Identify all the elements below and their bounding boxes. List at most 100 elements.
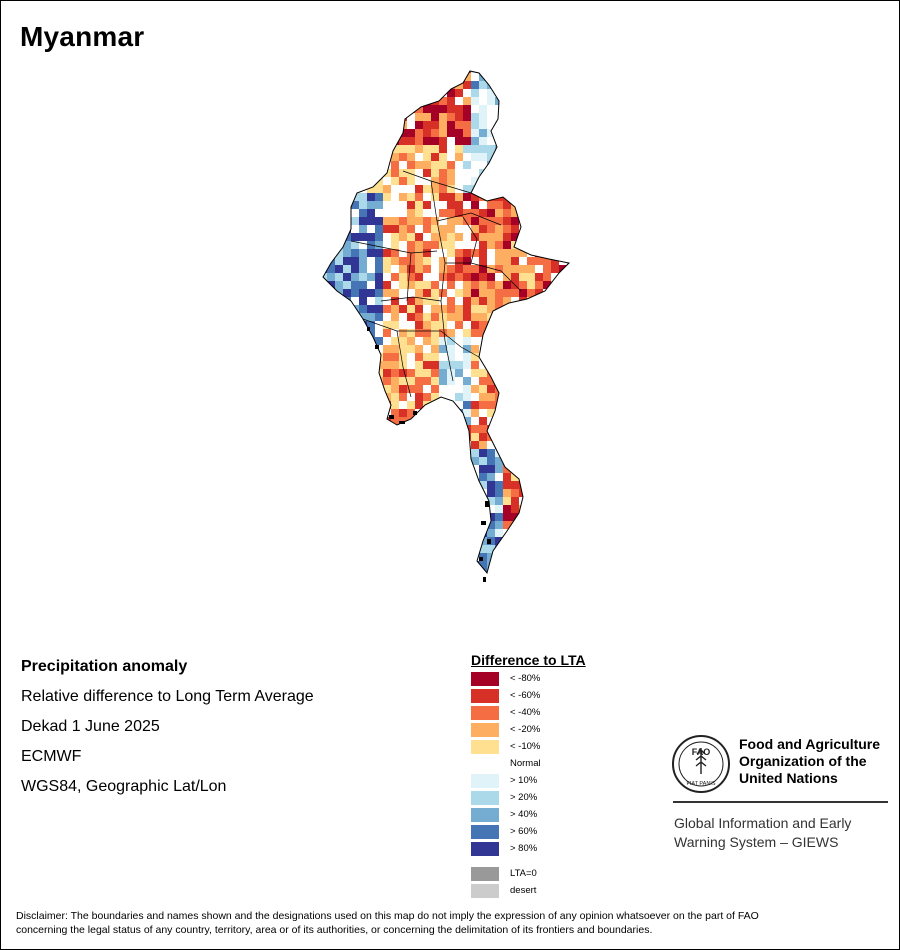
- anomaly-cell: [439, 433, 447, 441]
- anomaly-cell: [463, 201, 471, 209]
- anomaly-cell: [391, 529, 399, 537]
- anomaly-cell: [479, 233, 487, 241]
- anomaly-cell: [375, 305, 383, 313]
- anomaly-cell: [431, 177, 439, 185]
- anomaly-cell: [567, 153, 569, 161]
- anomaly-cell: [567, 401, 569, 409]
- anomaly-cell: [323, 185, 327, 193]
- anomaly-cell: [503, 297, 511, 305]
- anomaly-cell: [439, 505, 447, 513]
- anomaly-cell: [383, 457, 391, 465]
- anomaly-cell: [447, 369, 455, 377]
- anomaly-cell: [567, 337, 569, 345]
- anomaly-cell: [527, 289, 535, 297]
- anomaly-cell: [447, 433, 455, 441]
- anomaly-cell: [495, 217, 503, 225]
- anomaly-cell: [351, 201, 359, 209]
- anomaly-cell: [367, 425, 375, 433]
- anomaly-cell: [343, 537, 351, 545]
- anomaly-cell: [527, 345, 535, 353]
- anomaly-cell: [543, 217, 551, 225]
- anomaly-cell: [439, 561, 447, 569]
- anomaly-cell: [327, 497, 335, 505]
- anomaly-cell: [575, 289, 583, 297]
- legend-label: > 60%: [510, 826, 538, 837]
- anomaly-cell: [567, 345, 569, 353]
- anomaly-cell: [511, 97, 519, 105]
- anomaly-cell: [431, 409, 439, 417]
- anomaly-cell: [423, 569, 431, 573]
- anomaly-cell: [439, 97, 447, 105]
- anomaly-cell: [415, 553, 423, 561]
- anomaly-cell: [423, 129, 431, 137]
- anomaly-cell: [447, 273, 455, 281]
- anomaly-cell: [527, 369, 535, 377]
- anomaly-cell: [399, 529, 407, 537]
- anomaly-cell: [423, 369, 431, 377]
- anomaly-cell: [495, 177, 503, 185]
- anomaly-cell: [527, 505, 535, 513]
- anomaly-cell: [463, 393, 471, 401]
- anomaly-cell: [559, 561, 567, 569]
- anomaly-cell: [447, 185, 455, 193]
- anomaly-cell: [439, 185, 447, 193]
- anomaly-cell: [351, 417, 359, 425]
- anomaly-cell: [567, 505, 569, 513]
- anomaly-cell: [535, 233, 543, 241]
- anomaly-cell: [439, 369, 447, 377]
- anomaly-cell: [323, 553, 327, 561]
- anomaly-cell: [375, 73, 383, 81]
- anomaly-cell: [415, 73, 423, 81]
- anomaly-cell: [447, 505, 455, 513]
- anomaly-cell: [343, 241, 351, 249]
- anomaly-cell: [535, 561, 543, 569]
- anomaly-cell: [359, 105, 367, 113]
- anomaly-cell: [527, 433, 535, 441]
- anomaly-cell: [463, 505, 471, 513]
- anomaly-cell: [351, 337, 359, 345]
- anomaly-cell: [447, 417, 455, 425]
- anomaly-cell: [503, 361, 511, 369]
- anomaly-cell: [415, 71, 423, 73]
- anomaly-cell: [487, 121, 495, 129]
- anomaly-cell: [487, 345, 495, 353]
- anomaly-cell: [559, 441, 567, 449]
- anomaly-cell: [343, 593, 351, 601]
- anomaly-cell: [519, 193, 527, 201]
- anomaly-cell: [423, 553, 431, 561]
- anomaly-cell: [543, 353, 551, 361]
- anomaly-cell: [415, 425, 423, 433]
- anomaly-cell: [343, 489, 351, 497]
- anomaly-cell: [463, 225, 471, 233]
- anomaly-cell: [399, 513, 407, 521]
- anomaly-cell: [575, 337, 583, 345]
- anomaly-cell: [375, 561, 383, 569]
- anomaly-cell: [519, 161, 527, 169]
- anomaly-cell: [383, 89, 391, 97]
- anomaly-cell: [479, 393, 487, 401]
- anomaly-cell: [519, 329, 527, 337]
- anomaly-cell: [407, 113, 415, 121]
- anomaly-cell: [495, 457, 503, 465]
- anomaly-cell: [567, 121, 569, 129]
- time-period: Dekad 1 June 2025: [21, 718, 160, 735]
- anomaly-cell: [479, 441, 487, 449]
- anomaly-cell: [343, 433, 351, 441]
- anomaly-cell: [487, 361, 495, 369]
- anomaly-cell: [359, 537, 367, 545]
- anomaly-cell: [455, 497, 463, 505]
- anomaly-cell: [431, 281, 439, 289]
- anomaly-cell: [519, 169, 527, 177]
- anomaly-cell: [447, 289, 455, 297]
- anomaly-cell: [543, 273, 551, 281]
- anomaly-cell: [479, 321, 487, 329]
- anomaly-cell: [415, 81, 423, 89]
- anomaly-cell: [359, 553, 367, 561]
- anomaly-cell: [479, 113, 487, 121]
- anomaly-cell: [407, 71, 415, 73]
- anomaly-cell: [511, 593, 519, 601]
- anomaly-cell: [487, 265, 495, 273]
- anomaly-cell: [447, 217, 455, 225]
- anomaly-cell: [359, 425, 367, 433]
- anomaly-cell: [511, 377, 519, 385]
